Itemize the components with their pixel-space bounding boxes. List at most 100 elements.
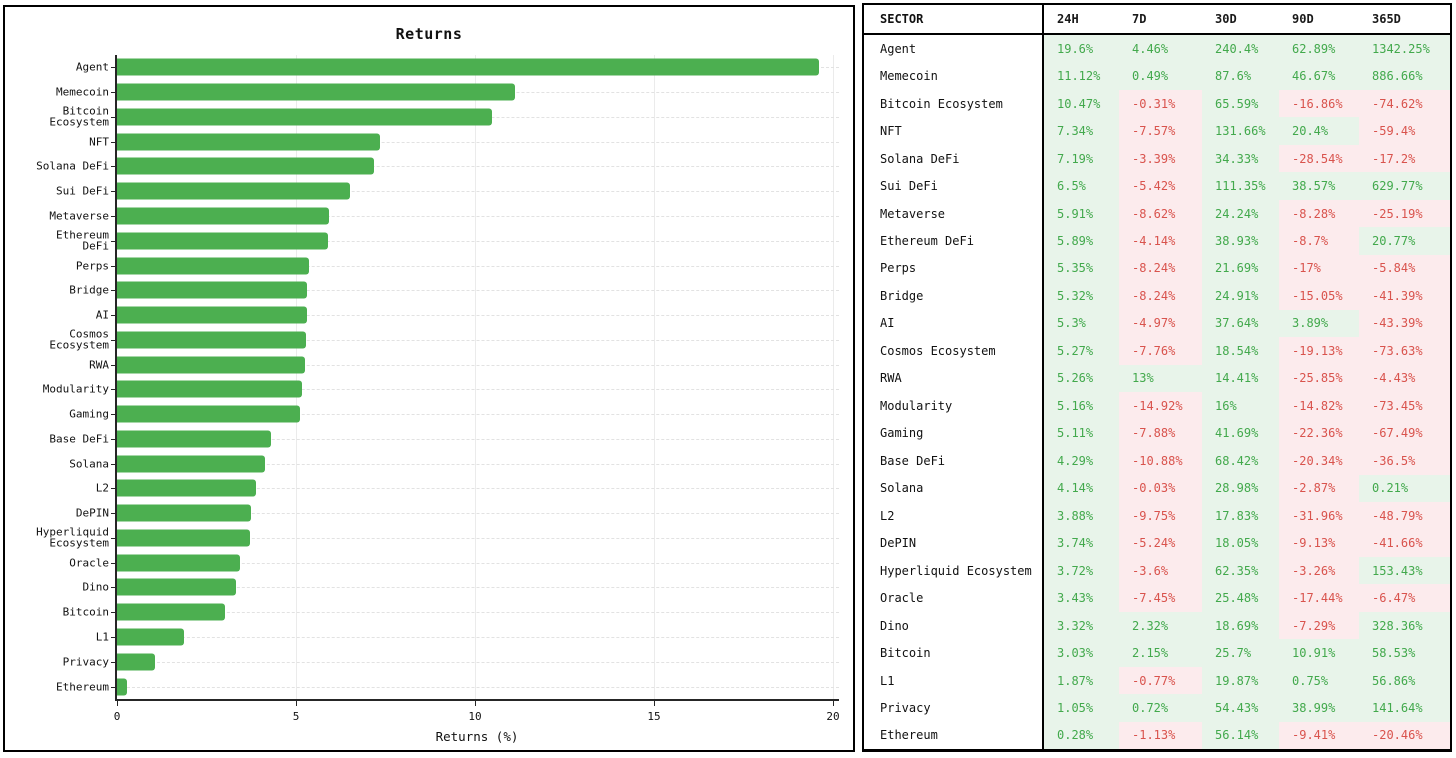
value-cell-positive: 5.32% xyxy=(1044,282,1119,310)
value-cell-negative: -73.63% xyxy=(1359,337,1450,365)
bar-category-label: Bridge xyxy=(69,283,109,297)
sector-cell: L1 xyxy=(864,666,1044,695)
header-cell-period: 30D xyxy=(1202,5,1279,35)
value-cell-negative: -8.24% xyxy=(1119,254,1202,283)
bar xyxy=(117,232,328,250)
bar xyxy=(117,157,375,175)
value-cell-negative: -3.39% xyxy=(1119,144,1202,173)
y-tick-mark xyxy=(111,67,116,69)
sector-cell: Modularity xyxy=(864,392,1044,420)
bar-row: Hyperliquid Ecosystem xyxy=(36,526,839,551)
value-cell-positive: 111.35% xyxy=(1202,172,1279,200)
bar-category-label: Solana DeFi xyxy=(36,159,109,173)
bar-category-label: DePIN xyxy=(75,506,109,520)
bar-row: Modularity xyxy=(43,377,839,402)
table-row: Gaming 5.11% -7.88% 41.69% -22.36% -67.49% xyxy=(864,419,1450,448)
value-cell-negative: -15.05% xyxy=(1279,282,1359,310)
bar xyxy=(117,554,240,572)
value-cell-positive: 10.91% xyxy=(1279,639,1359,667)
bar-row: Gaming xyxy=(69,402,839,427)
header-cell-period: 24H xyxy=(1044,5,1119,35)
value-cell-positive: 5.89% xyxy=(1044,227,1119,255)
bar xyxy=(117,678,128,696)
sector-cell: RWA xyxy=(864,364,1044,393)
bar-row: Bitcoin xyxy=(63,600,839,625)
table-row: Base DeFi 4.29% -10.88% 68.42% -20.34% -36.5% xyxy=(864,447,1450,475)
table-row: Solana 4.14% -0.03% 28.98% -2.87% 0.21% xyxy=(864,474,1450,502)
y-tick-mark xyxy=(111,116,116,118)
bar-row: L2 xyxy=(96,476,839,501)
bar-row: Bridge xyxy=(69,278,839,303)
bar-category-label: Modularity xyxy=(42,382,109,396)
sector-cell: Base DeFi xyxy=(864,447,1044,475)
value-cell-positive: 34.33% xyxy=(1202,144,1279,173)
bar-category-label: AI xyxy=(95,308,109,322)
value-cell-positive: 18.69% xyxy=(1202,611,1279,640)
sector-cell: Metaverse xyxy=(864,199,1044,228)
bar-row: RWA xyxy=(89,352,839,377)
value-cell-negative: -10.88% xyxy=(1119,447,1202,475)
value-cell-positive: 14.41% xyxy=(1202,364,1279,393)
value-cell-negative: -48.79% xyxy=(1359,501,1450,530)
value-cell-positive: 13% xyxy=(1119,364,1202,393)
y-tick-mark xyxy=(111,191,116,193)
bar-row: Sui DeFi xyxy=(56,179,839,204)
y-tick-mark xyxy=(111,339,116,341)
sector-returns-table: SECTOR 24H 7D 30D 90D 365D Agent 19.6% 4.46% 240… xyxy=(862,3,1452,752)
header-cell-period: 365D xyxy=(1359,5,1450,35)
sector-cell: Perps xyxy=(864,254,1044,283)
sector-cell: Ethereum DeFi xyxy=(864,227,1044,255)
table-row: Privacy 1.05% 0.72% 54.43% 38.99% 141.64% xyxy=(864,694,1450,722)
y-tick-mark xyxy=(111,438,116,440)
value-cell-negative: -25.19% xyxy=(1359,199,1450,228)
vertical-gridline xyxy=(833,55,834,699)
table-row: L1 1.87% -0.77% 19.87% 0.75% 56.86% xyxy=(864,666,1450,695)
y-tick-mark xyxy=(111,463,116,465)
sector-cell: Bridge xyxy=(864,282,1044,310)
sector-cell: L2 xyxy=(864,501,1044,530)
value-cell-negative: -7.57% xyxy=(1119,117,1202,145)
table-row: Metaverse 5.91% -8.62% 24.24% -8.28% -25.19% xyxy=(864,199,1450,228)
bar-row: Ethereum xyxy=(56,674,839,699)
value-cell-positive: 5.3% xyxy=(1044,309,1119,338)
value-cell-positive: 62.89% xyxy=(1279,35,1359,63)
value-cell-negative: -17.2% xyxy=(1359,144,1450,173)
bar xyxy=(117,430,271,448)
y-tick-mark xyxy=(111,686,116,688)
x-tick-label: 20 xyxy=(826,710,840,723)
value-cell-negative: -7.76% xyxy=(1119,337,1202,365)
value-cell-negative: -8.24% xyxy=(1119,282,1202,310)
y-tick-mark xyxy=(111,636,116,638)
bar-category-label: Dino xyxy=(82,580,110,594)
table-row: Bitcoin Ecosystem 10.47% -0.31% 65.59% -16.8… xyxy=(864,89,1450,118)
value-cell-negative: -14.92% xyxy=(1119,392,1202,420)
value-cell-positive: 28.98% xyxy=(1202,474,1279,502)
value-cell-positive: 0.28% xyxy=(1044,721,1119,750)
bar-category-label: Privacy xyxy=(62,655,109,668)
value-cell-positive: 54.43% xyxy=(1202,694,1279,722)
value-cell-negative: -0.03% xyxy=(1119,474,1202,502)
value-cell-positive: 7.34% xyxy=(1044,117,1119,145)
sector-cell: Oracle xyxy=(864,584,1044,612)
bar-row: Cosmos Ecosystem xyxy=(49,327,839,352)
value-cell-negative: -31.96% xyxy=(1279,501,1359,530)
table-row: AI 5.3% -4.97% 37.64% 3.89% -43.39% xyxy=(864,309,1450,338)
value-cell-positive: 46.67% xyxy=(1279,62,1359,90)
value-cell-positive: 328.36% xyxy=(1359,611,1450,640)
value-cell-negative: -6.47% xyxy=(1359,584,1450,612)
bar-row: Privacy xyxy=(63,649,839,674)
y-tick-mark xyxy=(111,240,116,242)
bar-row: Memecoin xyxy=(56,80,839,105)
bar xyxy=(117,83,516,101)
value-cell-negative: -67.49% xyxy=(1359,419,1450,448)
value-cell-positive: 3.88% xyxy=(1044,501,1119,530)
header-cell-period: 90D xyxy=(1279,5,1359,35)
table-row: Oracle 3.43% -7.45% 25.48% -17.44% -6.47% xyxy=(864,584,1450,612)
value-cell-positive: 21.69% xyxy=(1202,254,1279,283)
bar-row: Metaverse xyxy=(49,204,839,229)
x-tick-mark xyxy=(296,701,297,706)
y-tick-mark xyxy=(111,141,116,143)
table-row: Bitcoin 3.03% 2.15% 25.7% 10.91% 58.53% xyxy=(864,639,1450,667)
x-tick-label: 5 xyxy=(292,710,300,723)
value-cell-positive: 5.35% xyxy=(1044,254,1119,283)
